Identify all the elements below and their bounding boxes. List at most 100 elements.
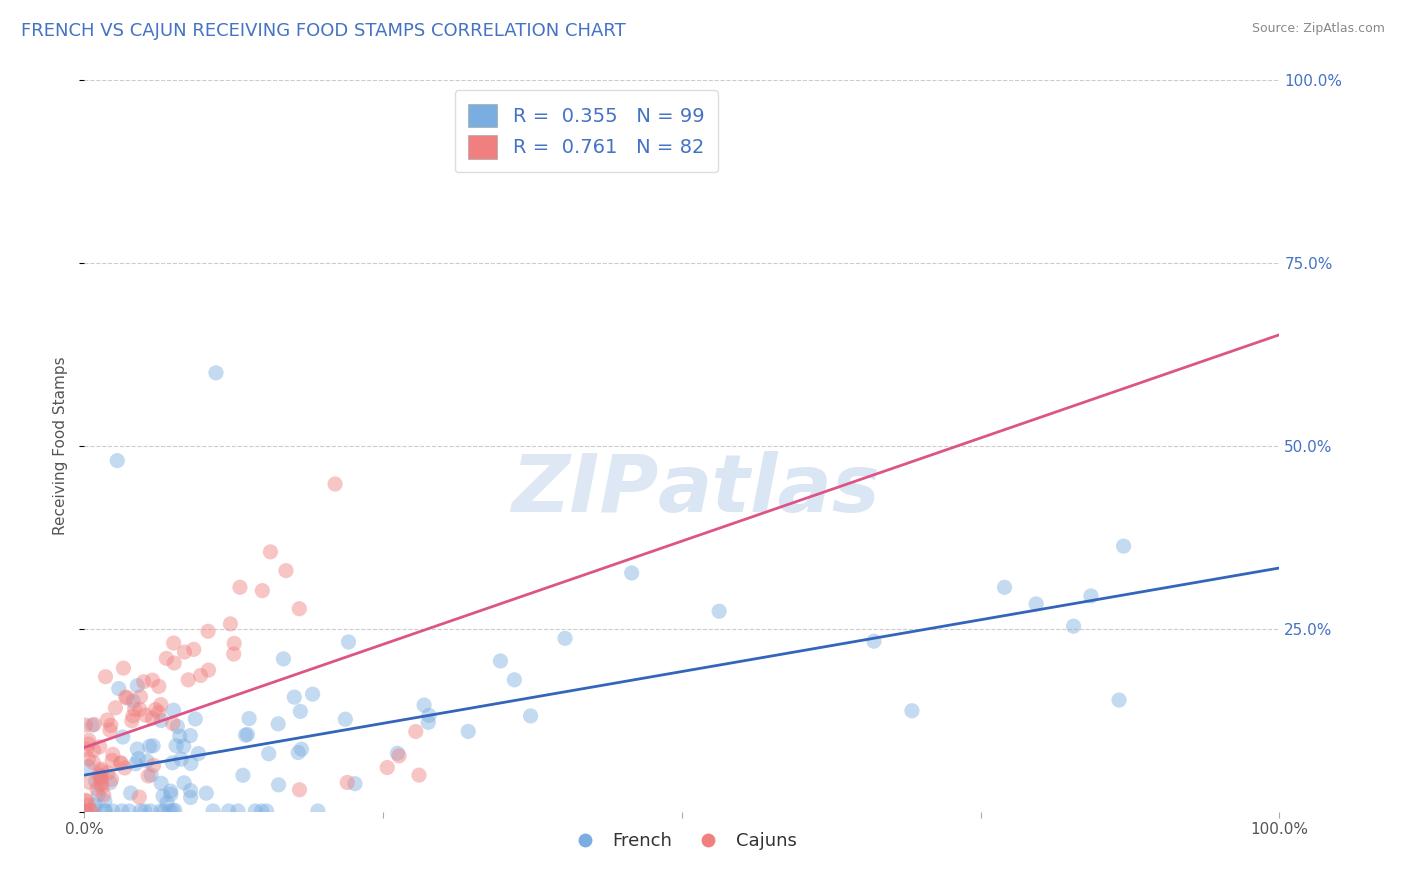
Point [105,453,128,467]
Point [77,759,100,773]
Point [77,775,100,789]
Point [83,803,105,817]
Point [114,761,136,775]
Point [84,797,107,812]
Point [274,564,297,578]
Point [83,743,105,757]
Point [170,752,193,766]
Point [129,690,152,704]
Point [197,624,219,639]
Point [408,768,430,782]
Point [94,804,117,818]
Point [156,796,179,810]
Point [132,674,155,689]
Point [335,712,357,726]
Point [129,804,152,818]
Point [153,804,176,818]
Point [97,766,120,780]
Point [82,718,104,732]
Point [232,768,254,782]
Point [226,804,249,818]
Point [620,566,643,580]
Point [290,705,312,719]
Point [190,668,212,682]
Point [169,729,191,743]
Point [183,642,205,657]
Point [122,694,145,708]
Point [104,701,127,715]
Point [141,768,163,782]
Point [202,804,225,818]
Point [101,747,124,762]
Text: FRENCH VS CAJUN RECEIVING FOOD STAMPS CORRELATION CHART: FRENCH VS CAJUN RECEIVING FOOD STAMPS CO… [21,22,626,40]
Point [115,690,138,705]
Point [267,778,290,792]
Point [257,747,280,761]
Point [256,804,278,818]
Point [93,804,115,818]
Point [177,673,200,687]
Point [159,804,181,818]
Point [250,804,273,818]
Point [245,804,267,818]
Point [1025,597,1047,611]
Point [457,724,479,739]
Point [155,651,177,665]
Point [162,716,184,731]
Point [375,760,398,774]
Point [75,794,97,808]
Point [100,772,122,787]
Point [707,604,730,618]
Point [101,804,124,818]
Point [141,673,163,687]
Point [489,654,512,668]
Point [236,727,259,741]
Point [152,789,174,804]
Point [173,645,195,659]
Point [100,718,122,732]
Point [142,758,165,772]
Point [554,632,576,646]
Point [336,775,359,789]
Point [1080,589,1102,603]
Point [122,709,145,723]
Point [145,702,167,716]
Point [187,747,209,761]
Point [218,804,240,818]
Point [337,635,360,649]
Point [252,583,274,598]
Point [205,366,228,380]
Point [139,804,162,818]
Point [98,723,121,737]
Point [110,756,132,770]
Point [77,752,100,766]
Point [222,647,245,661]
Point [184,712,207,726]
Point [136,769,159,783]
Point [288,782,311,797]
Point [142,739,165,753]
Point [165,739,187,753]
Point [148,706,170,720]
Point [197,663,219,677]
Point [80,804,103,818]
Point [75,793,97,807]
Point [114,690,136,704]
Point [235,728,257,742]
Point [76,742,98,756]
Point [307,804,329,818]
Point [418,708,440,723]
Point [301,687,323,701]
Point [94,670,117,684]
Point [91,780,114,794]
Point [90,764,112,778]
Text: Source: ZipAtlas.com: Source: ZipAtlas.com [1251,22,1385,36]
Point [259,545,281,559]
Point [323,477,346,491]
Text: ZIP: ZIP [510,450,658,529]
Point [79,804,101,818]
Point [90,762,112,776]
Point [77,733,100,747]
Point [94,794,117,808]
Point [1063,619,1085,633]
